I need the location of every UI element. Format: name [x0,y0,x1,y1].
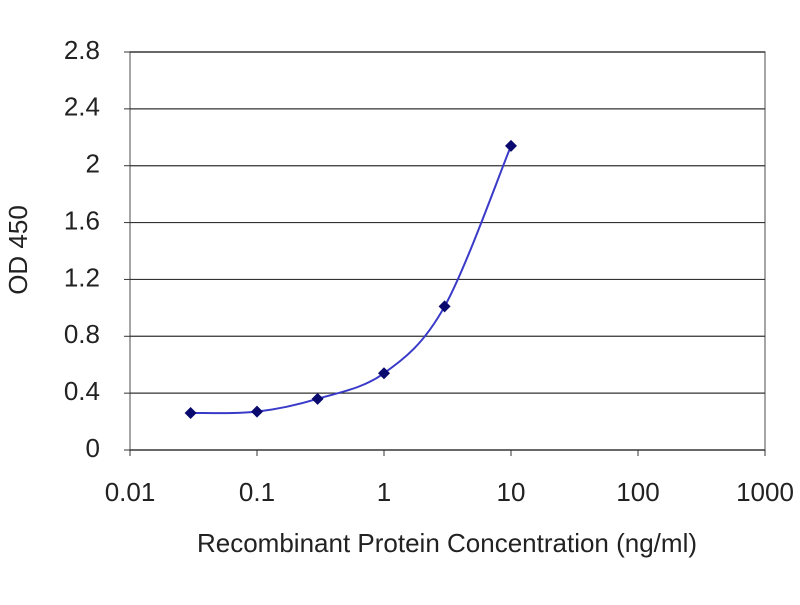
x-axis-label: Recombinant Protein Concentration (ng/ml… [197,528,697,558]
data-point [438,300,451,313]
data-point [505,139,517,152]
data-point [184,407,197,420]
y-tick-label: 2.4 [64,92,100,122]
y-tick-label: 0 [86,433,100,463]
plot-area [129,51,766,451]
data-point [378,367,390,380]
x-tick-label: 0.01 [105,477,156,507]
y-tick-label: 1.2 [64,262,100,292]
y-tick-label: 1.6 [64,205,100,235]
y-tick-label: 2 [86,149,100,179]
y-axis-label: OD 450 [3,205,33,295]
y-tick-label: 0.4 [64,376,100,406]
x-tick-label: 1 [377,477,391,507]
x-tick-label: 100 [616,477,659,507]
x-tick-label: 1000 [736,477,794,507]
x-tick-label: 0.1 [239,477,275,507]
data-point [251,405,263,418]
y-tick-label: 2.8 [64,35,100,65]
x-tick-label: 10 [497,477,526,507]
data-point [311,392,324,405]
y-tick-label: 0.8 [64,319,100,349]
